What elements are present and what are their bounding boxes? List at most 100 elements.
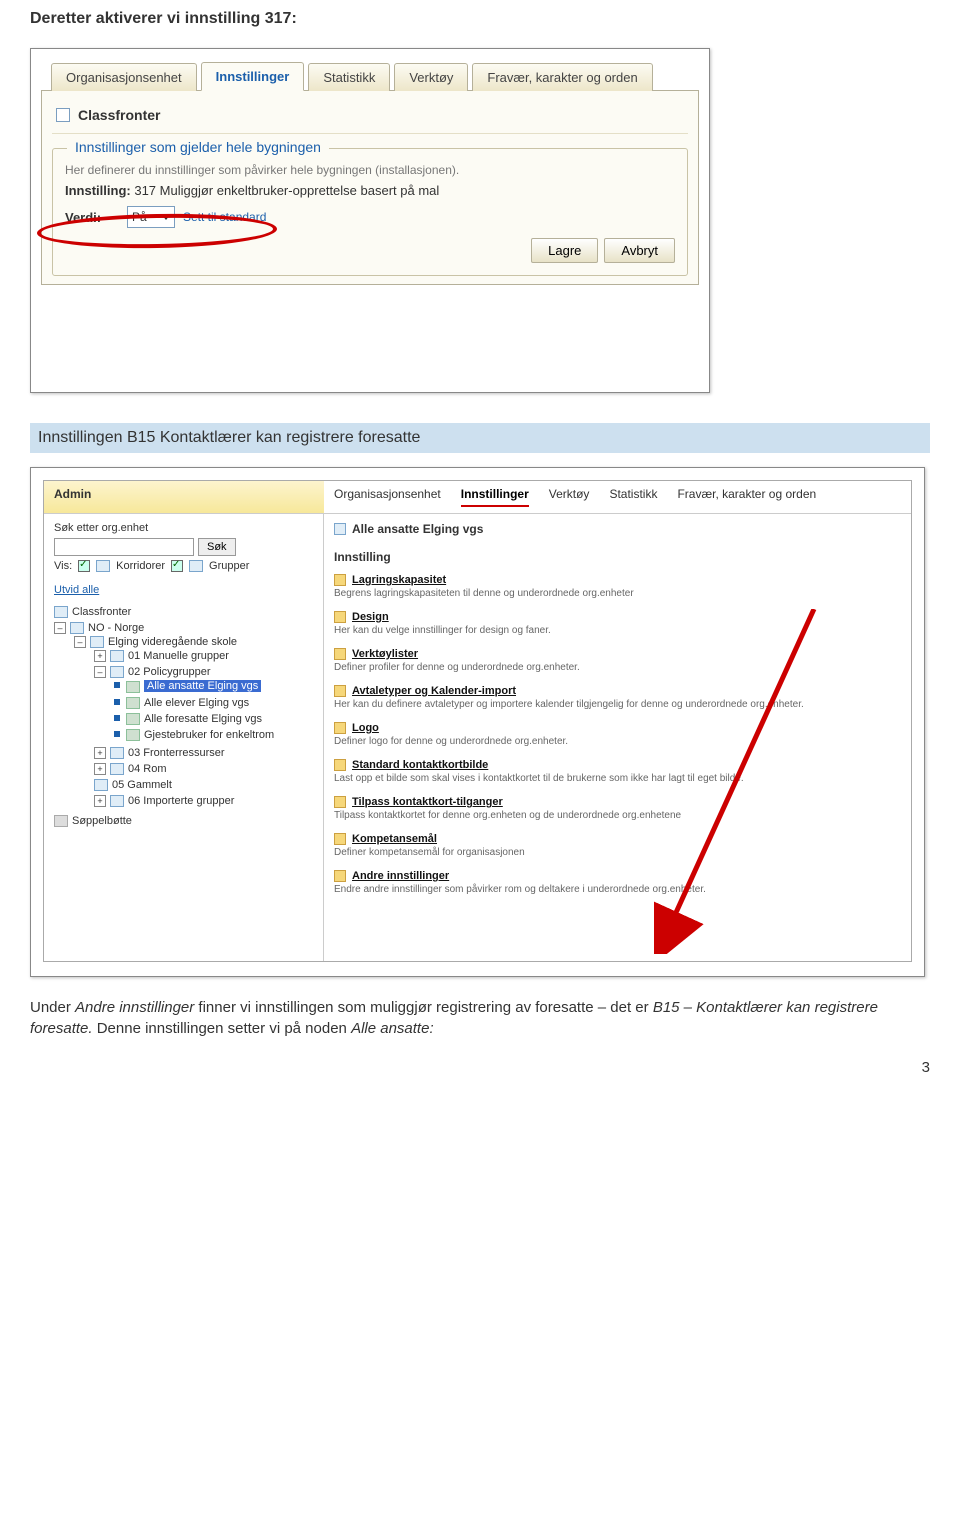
padlock-icon [334, 648, 346, 660]
verdi-row: Verdi: På Sett til standard [65, 206, 675, 228]
s2-tab-verktoy[interactable]: Verktøy [549, 487, 590, 507]
expander[interactable]: + [94, 795, 106, 807]
s2-tab-org[interactable]: Organisasjonsenhet [334, 487, 441, 507]
checkbox-classfronter[interactable] [56, 108, 70, 122]
sett-standard-link[interactable]: Sett til standard [183, 210, 266, 224]
p-seg-0: Under [30, 999, 75, 1016]
chevron-down-icon [162, 215, 170, 220]
setting-link-6[interactable]: Tilpass kontaktkort-tilganger [352, 796, 503, 808]
tree-classfronter[interactable]: Classfronter [72, 606, 131, 618]
setting-link-7[interactable]: Kompetansemål [352, 833, 437, 845]
padlock-icon [334, 574, 346, 586]
setting-sub-6: Tilpass kontaktkortet for denne org.enhe… [334, 810, 901, 821]
expander[interactable]: + [94, 763, 106, 775]
folder-icon [110, 763, 124, 775]
page-number: 3 [30, 1059, 930, 1076]
tree-alle-elever[interactable]: Alle elever Elging vgs [144, 697, 249, 709]
tab-verktoy[interactable]: Verktøy [394, 63, 468, 91]
setting-sub-2: Definer profiler for denne og underordne… [334, 662, 901, 673]
s2-header: Admin Organisasjonsenhet Innstillinger V… [44, 481, 911, 514]
tree-trash[interactable]: Søppelbøtte [72, 815, 132, 827]
tree-alle-foresatte[interactable]: Alle foresatte Elging vgs [144, 713, 262, 725]
admin-title: Admin [44, 481, 324, 513]
padlock-icon [334, 722, 346, 734]
bullet-icon [114, 699, 120, 705]
padlock-icon [334, 759, 346, 771]
setting-item-3: Avtaletyper og Kalender-importHer kan du… [334, 685, 901, 710]
grupper-label: Grupper [209, 560, 249, 572]
tree-elging[interactable]: Elging videregående skole [108, 636, 237, 648]
setting-item-2: Verktøylister Definer profiler for denne … [334, 648, 901, 673]
screenshot-1: Organisasjonsenhet Innstillinger Statist… [30, 48, 710, 393]
s2-tab-statistikk[interactable]: Statistikk [609, 487, 657, 507]
chk-grupper[interactable] [171, 560, 183, 572]
verdi-select[interactable]: På [127, 206, 175, 228]
expander[interactable]: – [54, 622, 66, 634]
setting-sub-8: Endre andre innstillinger som påvirker r… [334, 884, 901, 895]
setting-link-1[interactable]: Design [352, 611, 389, 623]
tab-statistikk[interactable]: Statistikk [308, 63, 390, 91]
setting-item-8: Andre innstillinger Endre andre innstilli… [334, 870, 901, 895]
right-title-row: Alle ansatte Elging vgs [334, 522, 901, 536]
panel-main: Classfronter Innstillinger som gjelder h… [41, 91, 699, 285]
folder-icon [54, 606, 68, 618]
korridorer-icon [96, 560, 110, 572]
s2-tab-innstillinger[interactable]: Innstillinger [461, 487, 529, 507]
setting-item-7: Kompetansemål Definer kompetansemål for o… [334, 833, 901, 858]
setting-item-0: LagringskapasitetBegrens lagringskapasit… [334, 574, 901, 599]
expander[interactable]: – [74, 636, 86, 648]
search-button[interactable]: Søk [198, 538, 236, 556]
body-paragraph: Under Andre innstillinger finner vi inns… [30, 997, 930, 1039]
section-header: Innstilling [334, 550, 901, 564]
setting-link-3[interactable]: Avtaletyper og Kalender-import [352, 685, 516, 697]
fieldset-sub: Her definerer du innstillinger som påvir… [65, 163, 675, 177]
tree-gjestebruker[interactable]: Gjestebruker for enkeltrom [144, 729, 274, 741]
p-em-1: Andre innstillinger [75, 999, 194, 1016]
expander[interactable]: – [94, 666, 106, 678]
group-icon [126, 697, 140, 709]
fieldset-innstillinger: Innstillinger som gjelder hele bygningen… [52, 148, 688, 276]
tree-root: Classfronter –NO - Norge –Elging videreg… [54, 604, 313, 829]
folder-icon [110, 795, 124, 807]
tree-alle-ansatte[interactable]: Alle ansatte Elging vgs [144, 680, 261, 692]
padlock-icon [334, 611, 346, 623]
search-label: Søk etter org.enhet [54, 522, 313, 534]
setting-link-2[interactable]: Verktøylister [352, 648, 418, 660]
group-icon [126, 681, 140, 693]
s2-tab-fravaer[interactable]: Fravær, karakter og orden [677, 487, 816, 507]
tree-02[interactable]: 02 Policygrupper [128, 666, 211, 678]
group-icon [126, 729, 140, 741]
search-input[interactable] [54, 538, 194, 556]
screenshot-2: Admin Organisasjonsenhet Innstillinger V… [30, 467, 925, 977]
s2-tabbar: Organisasjonsenhet Innstillinger Verktøy… [324, 481, 911, 513]
tree-01[interactable]: 01 Manuelle grupper [128, 650, 229, 662]
save-button[interactable]: Lagre [531, 238, 598, 263]
expander[interactable]: + [94, 747, 106, 759]
setting-sub-5: Last opp et bilde som skal vises i konta… [334, 773, 901, 784]
setting-link-8[interactable]: Andre innstillinger [352, 870, 449, 882]
tab-innstillinger[interactable]: Innstillinger [201, 62, 305, 91]
setting-link-0[interactable]: Lagringskapasitet [352, 574, 446, 586]
setting-link-5[interactable]: Standard kontaktkortbilde [352, 759, 488, 771]
setting-value: 317 Muliggjør enkeltbruker-opprettelse b… [134, 183, 439, 198]
setting-link-4[interactable]: Logo [352, 722, 379, 734]
chk-korridorer[interactable] [78, 560, 90, 572]
verdi-value: På [132, 210, 147, 224]
tree-04[interactable]: 04 Rom [128, 763, 167, 775]
folder-icon [110, 747, 124, 759]
p-em-3: Alle ansatte: [351, 1020, 434, 1037]
tree-03[interactable]: 03 Fronterressurser [128, 747, 225, 759]
tree-06[interactable]: 06 Importerte grupper [128, 795, 234, 807]
folder-icon [94, 779, 108, 791]
cancel-button[interactable]: Avbryt [604, 238, 675, 263]
tab-org[interactable]: Organisasjonsenhet [51, 63, 197, 91]
setting-sub-7: Definer kompetansemål for organisasjonen [334, 847, 901, 858]
padlock-icon [334, 833, 346, 845]
tab-fravaer[interactable]: Fravær, karakter og orden [472, 63, 652, 91]
tree-05[interactable]: 05 Gammelt [112, 779, 172, 791]
right-panel: Alle ansatte Elging vgs Innstilling Lagr… [324, 514, 911, 961]
expander[interactable]: + [94, 650, 106, 662]
utvid-alle-link[interactable]: Utvid alle [54, 584, 99, 596]
tree-no-norge[interactable]: NO - Norge [88, 622, 144, 634]
setting-item-5: Standard kontaktkortbilde Last opp et bil… [334, 759, 901, 784]
